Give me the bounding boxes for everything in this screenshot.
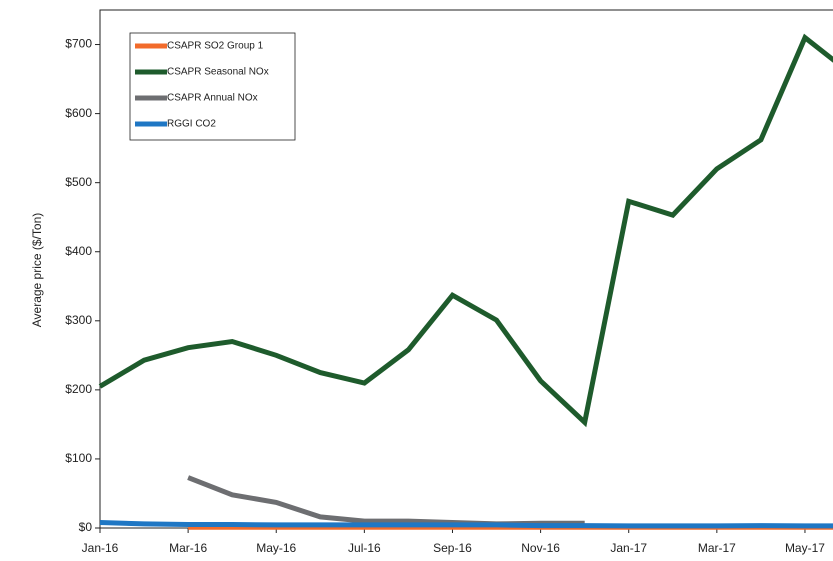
x-tick-label: Jul-16: [348, 541, 381, 555]
series-line: [187, 475, 585, 527]
series-line: [99, 520, 833, 529]
x-tick-label: Mar-16: [169, 541, 207, 555]
y-axis-label: Average price ($/Ton): [30, 213, 44, 328]
legend-label: CSAPR Seasonal NOx: [167, 67, 269, 78]
y-tick-label: $600: [65, 106, 92, 120]
y-tick-label: $300: [65, 313, 92, 327]
x-tick-label: Jan-17: [610, 541, 647, 555]
legend: CSAPR SO2 Group 1 CSAPR Seasonal NOx CSAPR…: [129, 32, 296, 141]
x-tick-label: Mar-17: [698, 541, 736, 555]
x-tick-label: May-17: [785, 541, 825, 555]
x-tick-label: Nov-16: [521, 541, 560, 555]
legend-label: RGGI CO2: [167, 119, 216, 130]
x-tick-label: Jan-16: [82, 541, 119, 555]
legend-label: CSAPR SO2 Group 1: [167, 41, 264, 52]
y-tick-label: $500: [65, 175, 92, 189]
y-tick-label: $100: [65, 451, 92, 465]
x-tick-label: Sep-16: [433, 541, 472, 555]
y-tick-label: $200: [65, 382, 92, 396]
y-tick-label: $400: [65, 244, 92, 258]
series-line: [98, 33, 833, 428]
y-tick-label: $700: [65, 37, 92, 51]
legend-label: CSAPR Annual NOx: [167, 93, 258, 104]
x-tick-label: May-16: [256, 541, 296, 555]
y-tick-label: $0: [79, 520, 93, 534]
